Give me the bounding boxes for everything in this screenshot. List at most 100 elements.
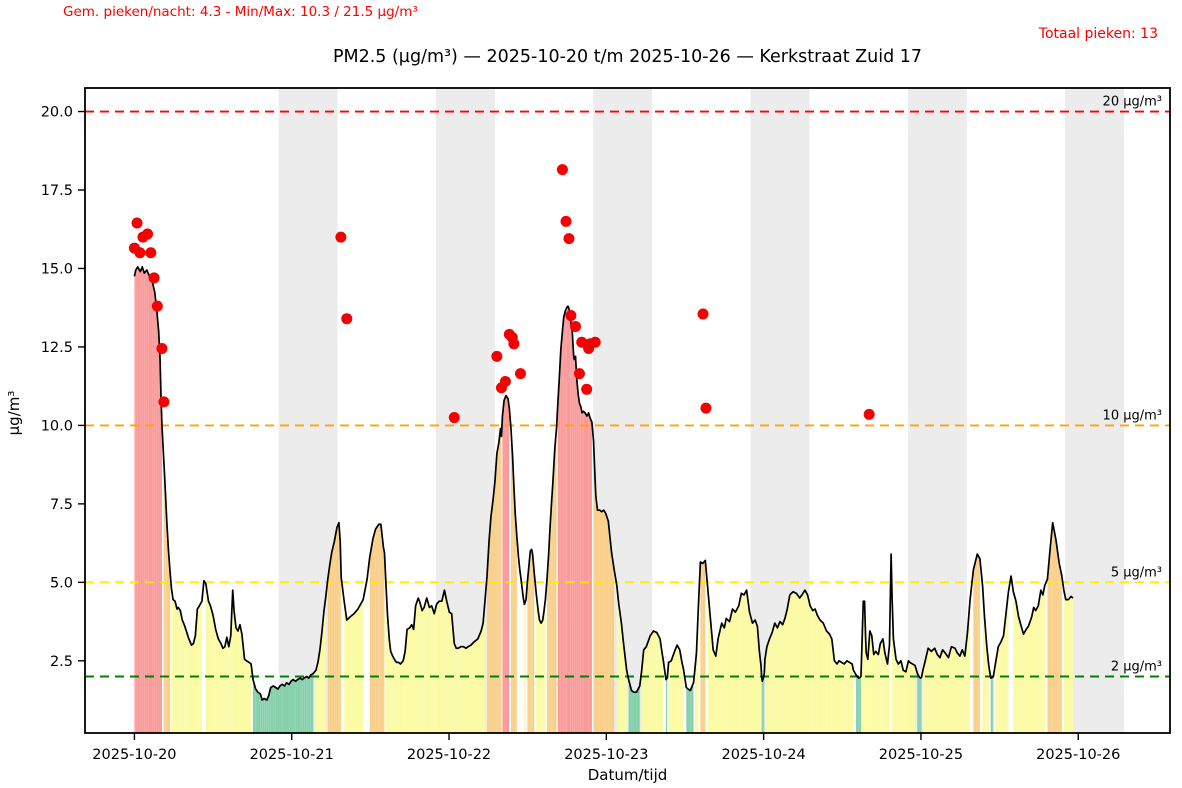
fill-segment xyxy=(436,601,440,733)
fill-segment xyxy=(184,624,187,733)
fill-segment xyxy=(623,638,626,733)
fill-segment xyxy=(504,395,507,733)
fill-segment xyxy=(148,274,153,733)
fill-segment xyxy=(284,682,287,733)
fill-segment xyxy=(801,590,805,733)
threshold-label-2: 2 µg/m³ xyxy=(1111,660,1162,675)
fill-segment xyxy=(807,594,811,733)
fill-segment xyxy=(844,660,847,733)
x-tick-label: 2025-10-21 xyxy=(250,747,334,763)
fill-segment xyxy=(951,646,956,733)
peak-dot xyxy=(341,313,353,325)
fill-segment xyxy=(439,601,442,733)
fill-segment xyxy=(306,676,309,733)
fill-segment xyxy=(787,594,790,733)
fill-segment xyxy=(378,524,381,733)
fill-segment xyxy=(618,604,622,733)
fill-segment xyxy=(350,613,354,733)
fill-segment xyxy=(239,624,242,733)
fill-segment xyxy=(528,550,531,733)
fill-segment xyxy=(679,649,682,733)
fill-segment xyxy=(264,698,267,733)
fill-segment xyxy=(524,599,527,733)
fill-segment xyxy=(531,549,533,733)
fill-segment xyxy=(135,266,138,733)
fill-segment xyxy=(340,541,342,733)
fill-segment xyxy=(738,593,742,733)
fill-segment xyxy=(237,624,240,733)
fill-segment xyxy=(939,649,943,733)
fill-segment xyxy=(411,624,414,733)
fill-segment xyxy=(959,649,963,733)
fill-segment xyxy=(873,651,876,733)
fill-segment xyxy=(764,646,767,733)
fill-segment xyxy=(562,317,564,733)
fill-segment xyxy=(608,521,612,733)
x-tick-label: 2025-10-24 xyxy=(721,747,805,763)
fill-segment xyxy=(431,605,435,733)
fill-segment xyxy=(315,662,318,733)
fill-segment xyxy=(1047,549,1051,733)
fill-segment xyxy=(395,660,397,733)
fill-segment xyxy=(468,645,471,733)
fill-segment xyxy=(616,585,619,733)
fill-segment xyxy=(656,632,661,733)
fill-segment xyxy=(449,612,452,733)
fill-segment xyxy=(295,679,298,733)
fill-segment xyxy=(995,646,999,733)
fill-segment xyxy=(831,638,835,733)
fill-segment xyxy=(1052,522,1056,733)
fill-segment xyxy=(532,554,535,733)
fill-segment xyxy=(579,403,581,733)
peak-dot xyxy=(142,228,154,240)
fill-segment xyxy=(594,466,596,733)
fill-segment xyxy=(1023,629,1027,733)
fill-segment xyxy=(573,354,575,733)
fill-segment xyxy=(837,660,840,733)
fill-segment xyxy=(255,689,258,733)
fill-segment xyxy=(302,678,305,733)
fill-segment xyxy=(924,648,929,733)
fill-segment xyxy=(878,643,881,733)
fill-segment xyxy=(195,609,198,733)
fill-segment xyxy=(912,663,916,733)
fill-segment xyxy=(400,660,404,733)
fill-segment xyxy=(336,522,339,733)
fill-segment xyxy=(544,599,546,733)
fill-segment xyxy=(396,662,399,733)
fill-segment xyxy=(429,605,432,733)
fill-segment xyxy=(601,510,604,733)
x-tick-label: 2025-10-22 xyxy=(407,747,491,763)
fill-segment xyxy=(603,510,606,733)
fill-segment xyxy=(597,510,600,733)
fill-segment xyxy=(671,649,676,733)
fill-segment xyxy=(277,685,280,733)
fill-segment xyxy=(481,623,484,733)
y-tick-label: 15.0 xyxy=(41,261,73,277)
fill-segment xyxy=(772,623,775,733)
fill-segment xyxy=(513,486,516,733)
y-tick-label: 10.0 xyxy=(41,418,73,434)
fill-segment xyxy=(494,453,497,733)
fill-segment xyxy=(1026,626,1029,733)
fill-segment xyxy=(909,662,913,733)
fill-segment xyxy=(1071,596,1073,733)
fill-segment xyxy=(823,623,827,733)
fill-segment xyxy=(735,605,739,733)
fill-segment xyxy=(1065,599,1069,733)
fill-segment xyxy=(191,643,194,733)
axes-frame xyxy=(84,87,1171,734)
fill-segment xyxy=(863,601,865,733)
fill-segment xyxy=(1003,612,1007,733)
peak-dot xyxy=(508,338,520,350)
peak-dot xyxy=(499,375,511,387)
fill-segment xyxy=(186,632,189,733)
fill-segment xyxy=(563,310,566,733)
x-tick-label: 2025-10-25 xyxy=(879,747,963,763)
fill-segment xyxy=(473,638,478,733)
fill-segment xyxy=(565,307,567,733)
fill-segment xyxy=(964,632,968,733)
fill-segment xyxy=(880,638,883,733)
peak-dot xyxy=(565,310,577,322)
